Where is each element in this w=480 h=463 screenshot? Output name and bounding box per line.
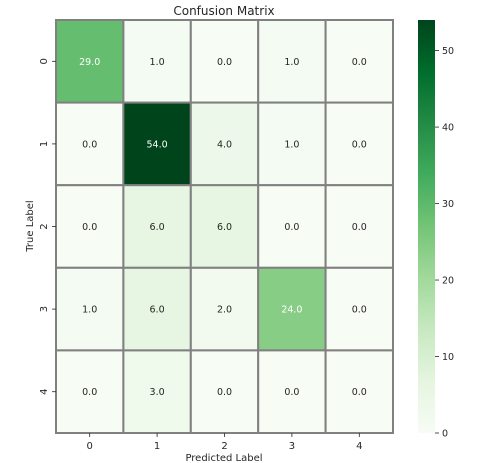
cell-value-label: 0.0 bbox=[217, 57, 232, 68]
cell-value-label: 2.0 bbox=[217, 305, 232, 316]
y-axis-ticks: 0 1 2 3 4 bbox=[39, 58, 56, 395]
colorbar-tick-label: 40 bbox=[442, 123, 454, 134]
cell-value-label: 3.0 bbox=[150, 387, 165, 398]
x-tick-label: 2 bbox=[221, 441, 227, 452]
colorbar-tick-label: 20 bbox=[442, 276, 454, 287]
x-tick-label: 4 bbox=[356, 441, 362, 452]
cell-value-label: 4.0 bbox=[217, 139, 232, 150]
cell-value-label: 0.0 bbox=[352, 222, 367, 233]
cell-value-label: 1.0 bbox=[82, 305, 97, 316]
cell-value-label: 24.0 bbox=[281, 305, 302, 316]
heatmap-cell bbox=[257, 266, 327, 352]
cell-value-label: 6.0 bbox=[150, 222, 165, 233]
heatmap-cell bbox=[324, 101, 395, 187]
heatmap-cell bbox=[257, 184, 327, 269]
y-tick-label: 4 bbox=[39, 389, 50, 395]
heatmap-cell bbox=[189, 101, 260, 187]
cell-value-label: 54.0 bbox=[147, 139, 168, 150]
y-tick-label: 0 bbox=[39, 58, 50, 64]
cell-value-label: 6.0 bbox=[150, 305, 165, 316]
cell-value-label: 0.0 bbox=[352, 57, 367, 68]
cell-value-label: 0.0 bbox=[352, 305, 367, 316]
colorbar-tick-label: 0 bbox=[442, 429, 448, 440]
chart-title: Confusion Matrix bbox=[173, 4, 274, 18]
cell-value-label: 0.0 bbox=[82, 387, 97, 398]
cell-value-label: 0.0 bbox=[352, 139, 367, 150]
y-tick-label: 3 bbox=[39, 306, 50, 312]
cell-value-label: 29.0 bbox=[79, 57, 100, 68]
x-axis-ticks: 0 1 2 3 4 bbox=[87, 433, 362, 452]
cell-value-label: 0.0 bbox=[82, 139, 97, 150]
colorbar-tick-label: 10 bbox=[442, 352, 454, 363]
heatmap-cells: 29.0 1.0 0.0 1.0 0.0 0.0 54.0 4.0 1.0 0.0 0.0 6.0 6.… bbox=[55, 19, 395, 434]
cell-value-label: 0.0 bbox=[284, 222, 299, 233]
x-tick-label: 3 bbox=[289, 441, 295, 452]
colorbar-tick-label: 30 bbox=[442, 199, 454, 210]
x-tick-label: 0 bbox=[87, 441, 93, 452]
colorbar bbox=[418, 20, 435, 433]
cell-value-label: 0.0 bbox=[352, 387, 367, 398]
colorbar-ticks: 0 10 20 30 40 50 bbox=[435, 46, 454, 440]
y-tick-label: 1 bbox=[39, 141, 50, 147]
heatmap-cell bbox=[55, 349, 125, 434]
cell-value-label: 0.0 bbox=[82, 222, 97, 233]
cell-value-label: 6.0 bbox=[217, 222, 232, 233]
x-axis-label: Predicted Label bbox=[185, 453, 262, 463]
heatmap-cell bbox=[122, 19, 192, 104]
cell-value-label: 0.0 bbox=[284, 387, 299, 398]
heatmap-cell bbox=[122, 184, 192, 269]
cell-value-label: 1.0 bbox=[284, 139, 299, 150]
heatmap-cell bbox=[122, 349, 192, 434]
heatmap-cell bbox=[122, 266, 192, 352]
cell-value-label: 0.0 bbox=[217, 387, 232, 398]
heatmap-cell bbox=[324, 266, 395, 352]
heatmap-cell bbox=[189, 349, 260, 434]
cell-value-label: 1.0 bbox=[284, 57, 299, 68]
y-axis-label: True Label bbox=[25, 200, 36, 252]
y-tick-label: 2 bbox=[39, 223, 50, 229]
cell-value-label: 1.0 bbox=[150, 57, 165, 68]
heatmap-cell bbox=[189, 266, 260, 352]
colorbar-tick-label: 50 bbox=[442, 46, 454, 57]
x-tick-label: 1 bbox=[154, 441, 160, 452]
